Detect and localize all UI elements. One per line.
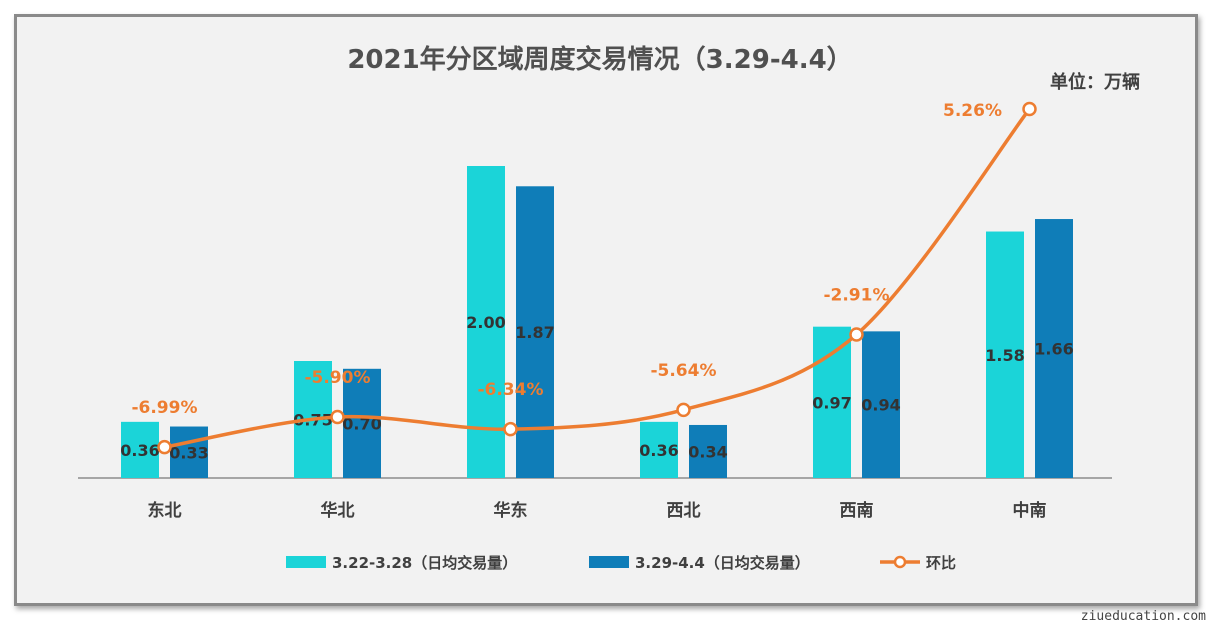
bar-s2-0: [170, 426, 208, 478]
ratio-label: -5.64%: [650, 361, 716, 381]
bar-s2-3: [689, 424, 727, 478]
bar-value-label: 0.97: [812, 393, 851, 412]
bar-value-label: 0.33: [169, 443, 208, 462]
ratio-point-3: [676, 402, 691, 418]
bar-value-label: 0.36: [639, 441, 678, 460]
ratio-label: -6.99%: [131, 398, 197, 418]
legend-label-series-1: 3.22-3.28（日均交易量）: [332, 554, 517, 572]
category-label: 华北: [321, 500, 355, 521]
bar-value-label: 1.66: [1034, 340, 1073, 359]
ratio-label: -5.90%: [304, 368, 370, 388]
bar-s2-1: [343, 368, 381, 478]
category-label: 中南: [1013, 500, 1047, 521]
bar-s1-0: [121, 421, 159, 478]
bar-value-label: 1.87: [515, 323, 554, 342]
watermark: ziueducation.com: [1080, 609, 1206, 624]
bar-value-label: 0.70: [342, 414, 381, 433]
ratio-point-5: [1022, 101, 1037, 117]
ratio-label: 5.26%: [943, 101, 1002, 121]
legend-label-series-2: 3.29-4.4（日均交易量）: [635, 554, 810, 572]
bar-s2-4: [862, 331, 900, 478]
legend: 3.22-3.28（日均交易量） 3.29-4.4（日均交易量） 环比: [286, 554, 956, 572]
bar-value-label: 0.94: [861, 396, 900, 415]
ratio-point-4: [849, 327, 864, 342]
category-label: 西南: [840, 500, 874, 521]
bar-s1-5: [986, 231, 1024, 478]
category-label: 华东: [494, 500, 528, 521]
ratio-label: -2.91%: [823, 286, 889, 306]
bar-value-label: 1.58: [985, 346, 1024, 365]
category-label: 东北: [148, 500, 182, 521]
ratio-line: [162, 107, 1032, 449]
legend-marker-ratio: [893, 555, 907, 569]
ratio-point-1: [330, 409, 345, 425]
chart-title: 2021年分区域周度交易情况（3.29-4.4）: [347, 44, 852, 75]
legend-label-ratio: 环比: [926, 554, 956, 572]
legend-swatch-series-2: [589, 556, 629, 568]
bar-value-label: 2.00: [466, 313, 505, 332]
bar-s1-3: [640, 421, 678, 478]
ratio-point-2: [503, 421, 518, 437]
bar-value-label: 0.36: [120, 441, 159, 460]
bar-s2-5: [1035, 219, 1073, 479]
unit-label: 单位：万辆: [1050, 71, 1140, 93]
ratio-point-0: [157, 439, 172, 455]
bar-value-label: 0.34: [688, 442, 727, 461]
legend-swatch-series-1: [286, 556, 326, 568]
category-label: 西北: [667, 501, 701, 521]
ratio-label: -6.34%: [477, 380, 543, 400]
